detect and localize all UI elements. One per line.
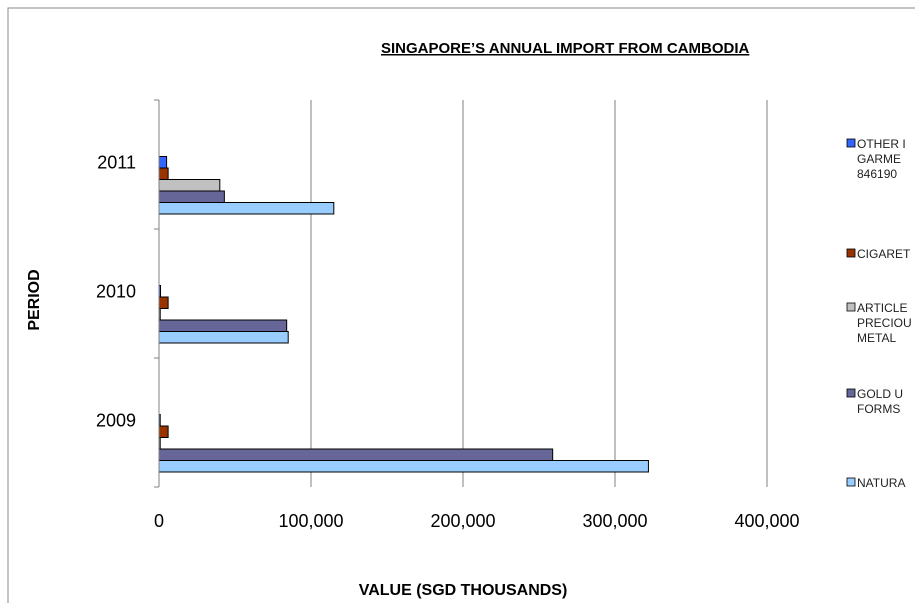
x-tick-label: 400,000 bbox=[734, 511, 799, 531]
x-tick-label: 100,000 bbox=[278, 511, 343, 531]
bar bbox=[158, 460, 649, 473]
legend-label: NATURA bbox=[857, 476, 905, 490]
legend-label: FORMS bbox=[857, 402, 900, 416]
x-tick-label: 200,000 bbox=[430, 511, 495, 531]
legend-label: CIGARET bbox=[857, 247, 911, 261]
bars bbox=[158, 156, 649, 473]
bar bbox=[158, 425, 169, 438]
legend-label: PRECIOU bbox=[857, 316, 912, 330]
legend-swatch bbox=[846, 138, 856, 148]
y-tick-label: 2010 bbox=[96, 282, 136, 302]
bar bbox=[158, 202, 335, 215]
bar bbox=[158, 331, 289, 344]
x-axis-title: VALUE (SGD THOUSANDS) bbox=[359, 582, 568, 599]
legend-label: METAL bbox=[857, 331, 896, 345]
gridlines bbox=[310, 100, 768, 487]
bar bbox=[158, 179, 221, 192]
y-axis-title: PERIOD bbox=[26, 269, 43, 330]
legend-swatch bbox=[846, 388, 856, 398]
x-tick-label: 0 bbox=[154, 511, 164, 531]
x-tick-labels: 0 100,000 200,000 300,000 400,000 bbox=[154, 511, 800, 531]
bar bbox=[158, 156, 168, 169]
legend-swatch bbox=[846, 302, 856, 312]
x-tick-label: 300,000 bbox=[582, 511, 647, 531]
legend-label: GARME bbox=[857, 152, 901, 166]
legend-swatch bbox=[846, 248, 856, 258]
y-tick-labels: 2009 2010 2011 bbox=[96, 153, 136, 431]
legend-swatch bbox=[846, 477, 856, 487]
legend-label: ARTICLE bbox=[857, 301, 907, 315]
y-tick-label: 2011 bbox=[97, 153, 136, 173]
bar bbox=[158, 190, 225, 203]
chart-title: SINGAPORE’S ANNUAL IMPORT FROM CAMBODIA bbox=[381, 40, 750, 57]
y-tick-label: 2009 bbox=[96, 411, 136, 431]
legend-label: 846190 bbox=[857, 167, 897, 181]
legend-label: GOLD U bbox=[857, 387, 903, 401]
legend-label: OTHER I bbox=[857, 137, 906, 151]
bar bbox=[158, 167, 169, 180]
bar bbox=[158, 319, 288, 332]
bar bbox=[158, 296, 169, 309]
axes bbox=[154, 99, 160, 488]
bar bbox=[158, 448, 554, 461]
